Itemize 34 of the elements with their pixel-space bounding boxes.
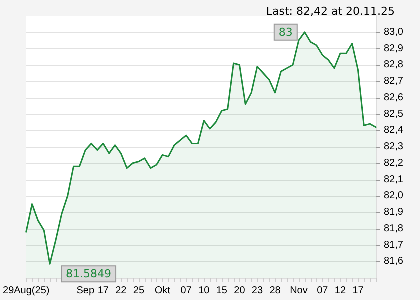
x-tick-label: 29Aug(25) xyxy=(3,286,50,296)
x-tick-label: 23 xyxy=(252,286,264,296)
y-tick-label: 82,8 xyxy=(384,60,404,71)
x-tick-label: 28 xyxy=(270,286,282,296)
x-tick-label: 22 xyxy=(116,286,128,296)
y-tick-label: 82,2 xyxy=(384,158,404,169)
y-tick-label: 82,6 xyxy=(384,92,404,104)
x-tick-label: 15 xyxy=(216,286,228,296)
y-tick-label: 81,7 xyxy=(384,240,404,251)
y-tick-label: 83,0 xyxy=(384,26,404,38)
y-tick-label: 82,5 xyxy=(384,108,404,120)
y-tick-label: 81,6 xyxy=(384,256,404,268)
x-tick-label: 17 xyxy=(98,286,110,296)
y-tick-label: 82,7 xyxy=(384,76,404,87)
x-tick-label: Nov xyxy=(290,286,308,296)
data-label: 81.5849 xyxy=(66,268,112,281)
y-tick-label: 82,3 xyxy=(384,142,404,152)
x-tick-label: Okt xyxy=(154,286,171,296)
x-tick-label: 12 xyxy=(334,286,346,296)
y-tick-label: 82,1 xyxy=(384,174,404,186)
chart-title: Last: 82,42 at 20.11.25 xyxy=(266,5,396,18)
data-label: 83 xyxy=(278,26,293,39)
y-tick-label: 81,9 xyxy=(384,207,404,218)
x-tick-label: 10 xyxy=(198,286,210,296)
x-tick-label: 07 xyxy=(180,286,192,296)
x-tick-label: Sep xyxy=(76,286,95,296)
y-tick-label: 82,4 xyxy=(384,125,404,136)
x-tick-label: 17 xyxy=(352,286,364,296)
y-tick-label: 81,8 xyxy=(384,223,404,234)
y-tick-label: 82,9 xyxy=(384,43,404,54)
x-tick-label: 07 xyxy=(317,286,329,296)
y-tick-label: 82,0 xyxy=(384,190,404,202)
x-tick-label: 25 xyxy=(133,286,145,296)
x-tick-label: 20 xyxy=(234,286,246,296)
